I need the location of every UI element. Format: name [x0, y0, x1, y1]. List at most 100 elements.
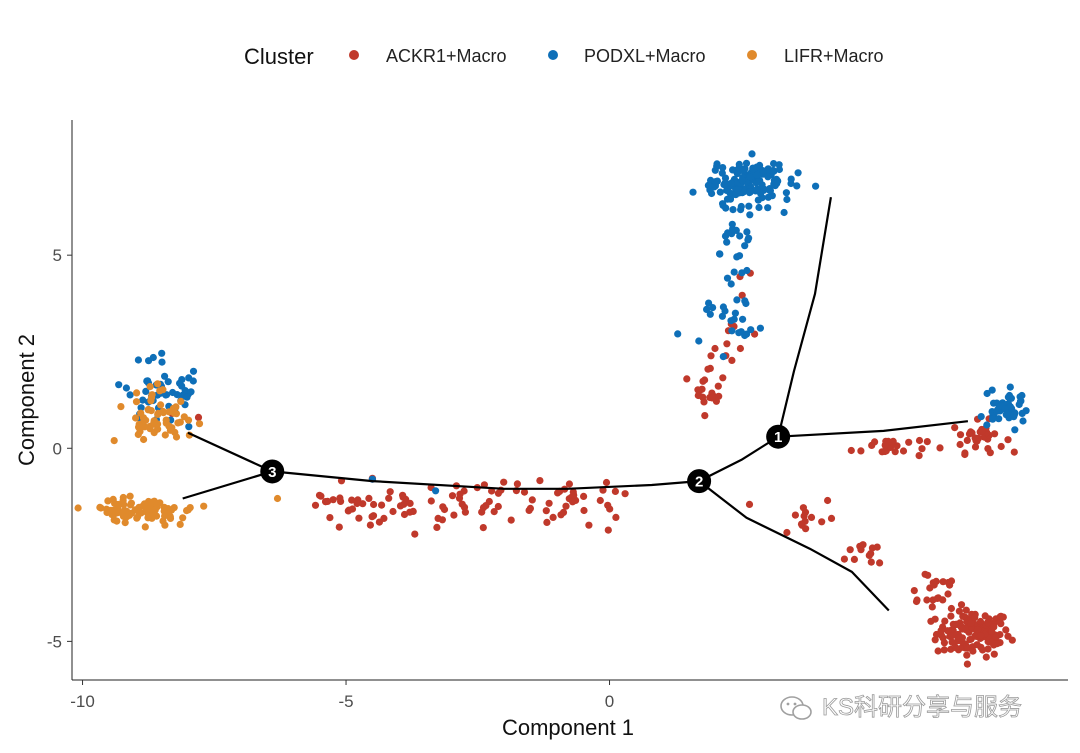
cell-point-podxl [703, 305, 711, 313]
cell-point-ackr1 [370, 500, 378, 509]
cell-point-ackr1 [559, 508, 568, 516]
cell-point-ackr1 [983, 619, 992, 627]
cell-point-lifr [154, 410, 162, 418]
cell-point-lifr [119, 493, 127, 502]
cell-point-lifr [110, 437, 118, 445]
branch-node-label: 2 [695, 474, 703, 491]
cell-point-podxl [713, 177, 722, 185]
axes: -10 -5 0 -5 0 5 Component 1 Component 2 [14, 120, 1068, 740]
cell-point-podxl [739, 315, 747, 323]
cell-point-ackr1 [711, 344, 719, 353]
cell-point-ackr1 [941, 617, 949, 625]
cell-point-ackr1 [1010, 448, 1018, 456]
cell-point-ackr1 [427, 497, 435, 505]
cell-point-podxl [738, 176, 746, 184]
cell-point-podxl [158, 349, 166, 357]
cell-point-ackr1 [324, 497, 332, 505]
cell-point-podxl [716, 250, 724, 258]
cell-point-ackr1 [936, 444, 944, 452]
cell-point-lifr [146, 383, 154, 391]
cell-point-podxl [748, 150, 756, 158]
cell-point-podxl [764, 173, 772, 181]
cell-point-ackr1 [967, 428, 975, 436]
cell-point-podxl [723, 274, 732, 282]
cell-point-ackr1 [482, 502, 490, 510]
cell-point-podxl [728, 327, 736, 335]
cell-point-podxl [766, 185, 774, 193]
cell-point-lifr [156, 387, 164, 395]
y-axis-title: Component 2 [14, 334, 39, 466]
cell-point-podxl [185, 423, 193, 431]
cell-point-ackr1 [912, 597, 921, 606]
cell-point-ackr1 [955, 607, 964, 615]
trajectory-nodes: 1 2 3 [260, 424, 791, 494]
cell-point-ackr1 [701, 412, 709, 420]
cell-point-lifr [174, 419, 182, 427]
cell-point-ackr1 [335, 523, 343, 531]
cell-point-lifr [113, 517, 121, 525]
cell-point-ackr1 [956, 431, 965, 439]
cell-point-ackr1 [951, 424, 959, 432]
cell-point-lifr [152, 512, 161, 520]
cell-point-podxl [674, 330, 682, 338]
cell-point-ackr1 [604, 526, 612, 534]
cell-point-ackr1 [952, 644, 960, 652]
cell-point-podxl [729, 225, 737, 233]
cell-point-ackr1 [940, 639, 949, 647]
cell-point-ackr1 [728, 356, 736, 364]
cell-point-lifr [179, 514, 187, 522]
cell-point-ackr1 [699, 393, 707, 401]
cell-point-lifr [126, 492, 134, 500]
cell-point-podxl [176, 379, 184, 387]
cell-point-podxl [737, 328, 745, 336]
cell-point-lifr [167, 506, 176, 514]
cell-point-podxl [1010, 411, 1019, 419]
cell-point-ackr1 [929, 596, 937, 604]
branch-node-marker [766, 424, 791, 449]
watermark: KS科研分享与服务 [780, 694, 1022, 721]
cell-point-ackr1 [946, 581, 954, 589]
cell-point-lifr [96, 503, 104, 511]
cell-point-podxl [716, 188, 724, 196]
cell-point-podxl [746, 173, 754, 181]
cell-point-podxl [745, 234, 753, 242]
cell-point-podxl [977, 413, 985, 421]
cell-point-ackr1 [948, 638, 956, 646]
cell-point-lifr [133, 389, 141, 397]
cell-point-podxl [137, 404, 145, 412]
cell-point-ackr1 [549, 513, 557, 522]
cell-point-ackr1 [580, 506, 588, 515]
cell-point-podxl [743, 228, 751, 236]
cell-point-ackr1 [947, 604, 956, 613]
cell-points [74, 150, 1030, 668]
cell-point-ackr1 [783, 528, 791, 537]
y-ticks: -5 0 5 [47, 246, 72, 651]
cell-point-ackr1 [606, 505, 614, 513]
cell-point-ackr1 [977, 643, 985, 651]
wechat-icon [780, 696, 812, 720]
cell-point-ackr1 [707, 352, 715, 360]
cell-point-ackr1 [873, 543, 881, 551]
cell-point-ackr1 [375, 518, 383, 526]
x-axis-title: Component 1 [502, 715, 634, 740]
cell-point-podxl [706, 186, 714, 194]
cell-point-podxl [713, 162, 721, 170]
cell-point-ackr1 [867, 550, 875, 558]
cell-point-ackr1 [905, 438, 913, 446]
cell-point-ackr1 [915, 452, 923, 460]
cell-point-ackr1 [490, 508, 498, 516]
cell-point-podxl [689, 188, 697, 196]
cell-point-ackr1 [963, 436, 971, 444]
cell-point-podxl [718, 169, 726, 177]
cell-point-ackr1 [850, 555, 859, 564]
cell-point-ackr1 [801, 508, 810, 516]
y-tick-label: 0 [53, 439, 62, 458]
cell-point-ackr1 [948, 632, 956, 640]
cell-point-podxl [793, 182, 801, 190]
cell-point-ackr1 [596, 496, 604, 505]
cell-point-ackr1 [701, 376, 709, 384]
cell-point-podxl [1018, 391, 1026, 400]
cell-point-podxl [1018, 409, 1026, 417]
cell-point-ackr1 [923, 596, 931, 604]
cell-point-ackr1 [997, 442, 1005, 451]
